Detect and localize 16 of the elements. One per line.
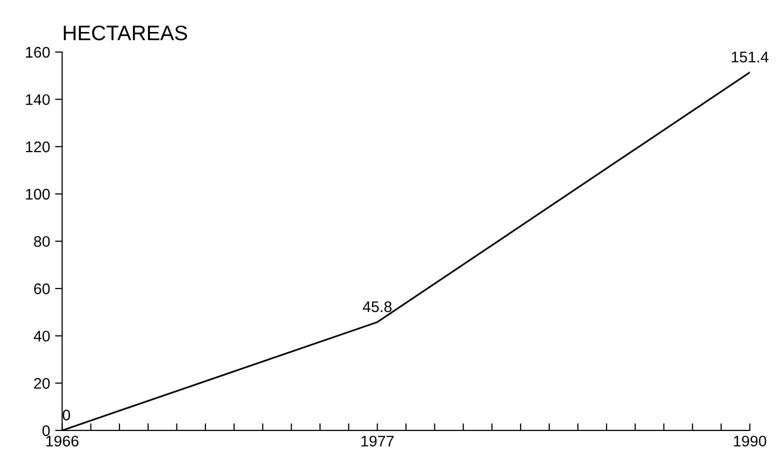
y-tick-label: 140: [26, 94, 50, 106]
y-tick-label: 100: [26, 188, 50, 200]
y-tick-label: 40: [34, 330, 50, 342]
data-label: 45.8: [362, 301, 392, 312]
data-label: 0: [62, 410, 70, 420]
y-axis-title: HECTAREAS: [64, 26, 188, 40]
y-tick-label: 0: [42, 425, 50, 436]
y-tick-label: 60: [34, 283, 50, 294]
y-tick-label: 160: [26, 46, 50, 58]
y-tick-label: 80: [34, 236, 50, 247]
x-tick-label: 1990: [734, 436, 766, 447]
x-tick-label: 1977: [362, 436, 394, 447]
data-label: 151.4: [732, 52, 768, 62]
x-tick-label: 1966: [46, 436, 78, 447]
y-tick-label: 120: [26, 142, 50, 152]
y-tick-label: 20: [34, 378, 50, 389]
